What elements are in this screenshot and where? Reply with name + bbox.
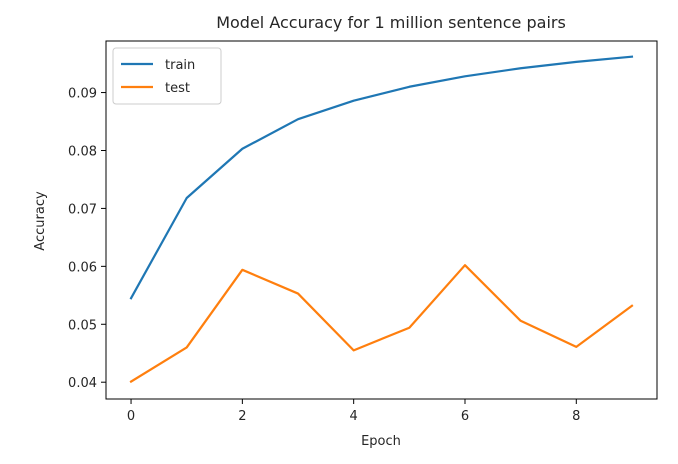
y-axis-label: Accuracy <box>33 191 48 251</box>
legend-label-train: train <box>165 58 195 73</box>
x-tick-label-0: 0 <box>127 409 135 424</box>
y-tick-label-0.07: 0.07 <box>68 202 97 217</box>
x-tick-label-6: 6 <box>461 409 469 424</box>
legend-label-test: test <box>165 81 190 96</box>
y-tick-label-0.05: 0.05 <box>68 318 97 333</box>
x-tick-label-4: 4 <box>350 409 358 424</box>
plot-frame <box>105 40 658 400</box>
legend: train test <box>112 47 222 105</box>
series-line-test <box>129 264 634 384</box>
y-tick-label-0.04: 0.04 <box>68 376 97 391</box>
x-tick-label-2: 2 <box>238 409 246 424</box>
chart-title: Model Accuracy for 1 million sentence pa… <box>216 13 566 32</box>
x-tick-label-8: 8 <box>572 409 580 424</box>
y-tick-label-0.08: 0.08 <box>68 144 97 159</box>
legend-box <box>112 47 222 105</box>
x-axis-label: Epoch <box>361 434 401 449</box>
plot-area <box>105 40 658 400</box>
y-tick-label-0.09: 0.09 <box>68 87 97 102</box>
y-tick-label-0.06: 0.06 <box>68 260 97 275</box>
series-line-train <box>129 55 634 300</box>
